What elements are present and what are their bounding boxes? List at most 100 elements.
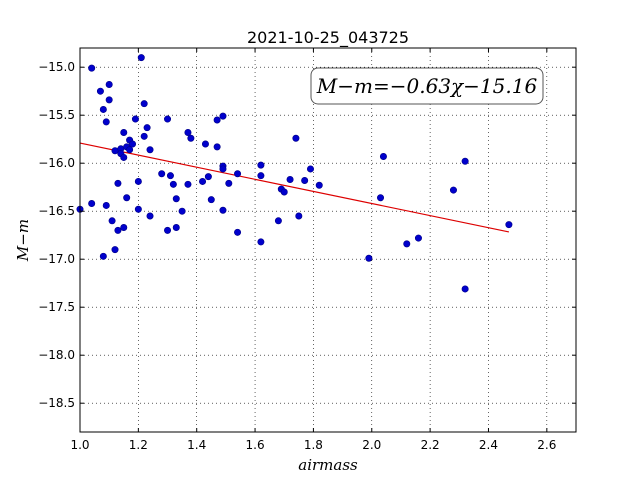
data-point xyxy=(120,224,128,232)
data-point xyxy=(286,176,294,184)
fit-line-layer xyxy=(79,142,510,233)
plot-frame xyxy=(79,47,577,433)
data-point xyxy=(114,226,122,234)
data-point xyxy=(274,217,282,225)
data-point xyxy=(377,194,385,202)
data-point xyxy=(146,146,154,154)
x-axis-ticks: 1.0 1.2 1.4 1.6 1.8 2.0 2.2 2.4 2.6 xyxy=(70,48,556,452)
data-point xyxy=(257,172,265,180)
data-point xyxy=(461,285,469,293)
x-tick-label: 2.2 xyxy=(421,438,440,452)
data-point xyxy=(201,140,209,148)
y-tick-label: −16.5 xyxy=(38,204,75,218)
data-point xyxy=(234,170,242,178)
data-point xyxy=(292,134,300,142)
data-point xyxy=(403,240,411,248)
data-point xyxy=(164,115,172,123)
x-tick-label: 2.6 xyxy=(537,438,556,452)
x-tick-label: 1.4 xyxy=(187,438,206,452)
data-point xyxy=(234,228,242,236)
data-point xyxy=(172,195,180,203)
data-point xyxy=(88,64,96,72)
y-tick-label: −18.5 xyxy=(38,396,75,410)
data-point xyxy=(108,217,116,225)
data-point xyxy=(213,143,221,151)
data-point xyxy=(257,238,265,246)
data-point xyxy=(184,128,192,136)
data-point xyxy=(166,172,174,180)
y-tick-label: −17.0 xyxy=(38,252,75,266)
plot-area xyxy=(80,48,576,432)
data-point xyxy=(178,207,186,215)
data-point xyxy=(123,194,131,202)
data-point xyxy=(184,180,192,188)
data-point xyxy=(120,128,128,136)
data-point xyxy=(172,224,180,232)
data-point xyxy=(219,206,227,214)
x-tick-label: 1.0 xyxy=(70,438,89,452)
data-point xyxy=(158,170,166,178)
data-point xyxy=(105,96,113,104)
data-point xyxy=(164,226,172,234)
data-point xyxy=(140,132,148,140)
fit-equation-annotation: M−m=−0.63χ−15.16 xyxy=(316,74,538,98)
data-point xyxy=(99,105,107,113)
data-point xyxy=(315,181,323,189)
data-point xyxy=(126,146,134,154)
x-tick-label: 2.4 xyxy=(479,438,498,452)
chart-title: 2021-10-25_043725 xyxy=(247,28,409,48)
data-point xyxy=(199,177,207,185)
x-tick-label: 1.6 xyxy=(246,438,265,452)
data-point xyxy=(414,234,422,242)
y-tick-label: −15.5 xyxy=(38,108,75,122)
data-point xyxy=(137,54,145,62)
data-point xyxy=(461,157,469,165)
data-point xyxy=(295,212,303,220)
data-point xyxy=(88,200,96,208)
data-point xyxy=(102,118,110,126)
x-tick-label: 1.2 xyxy=(129,438,148,452)
fit-line xyxy=(79,142,510,233)
data-point xyxy=(219,112,227,120)
data-point xyxy=(169,180,177,188)
data-point xyxy=(505,221,513,229)
data-point xyxy=(134,205,142,213)
data-point xyxy=(146,212,154,220)
y-tick-label: −16.0 xyxy=(38,156,75,170)
x-tick-label: 1.8 xyxy=(304,438,323,452)
x-axis-label: airmass xyxy=(298,456,358,474)
data-point xyxy=(120,153,128,161)
data-point xyxy=(96,87,104,95)
data-point xyxy=(257,161,265,169)
data-point xyxy=(114,179,122,187)
data-point xyxy=(449,186,457,194)
grid xyxy=(79,48,576,432)
data-point xyxy=(131,115,139,123)
y-tick-label: −15.0 xyxy=(38,60,75,74)
y-axis-ticks: −15.0 −15.5 −16.0 −16.5 −17.0 −17.5 −18.0 −18.5 xyxy=(38,60,576,410)
data-point xyxy=(111,147,119,155)
data-point xyxy=(105,80,113,88)
data-point xyxy=(129,140,137,148)
data-point xyxy=(213,116,221,124)
data-point xyxy=(301,176,309,184)
y-tick-label: −18.0 xyxy=(38,348,75,362)
y-axis-label: M−m xyxy=(14,219,32,262)
data-point xyxy=(134,177,142,185)
data-point xyxy=(219,165,227,173)
data-point xyxy=(99,252,107,260)
data-point xyxy=(280,188,288,196)
data-point xyxy=(140,100,148,108)
data-point xyxy=(306,165,314,173)
data-point xyxy=(143,124,151,132)
annotation-box xyxy=(310,67,544,105)
data-point xyxy=(207,196,215,204)
data-point xyxy=(365,254,373,262)
x-tick-label: 2.0 xyxy=(362,438,381,452)
data-point xyxy=(187,134,195,142)
data-point xyxy=(379,152,387,160)
points-layer xyxy=(76,54,513,293)
y-tick-label: −17.5 xyxy=(38,300,75,314)
data-point xyxy=(102,201,110,209)
